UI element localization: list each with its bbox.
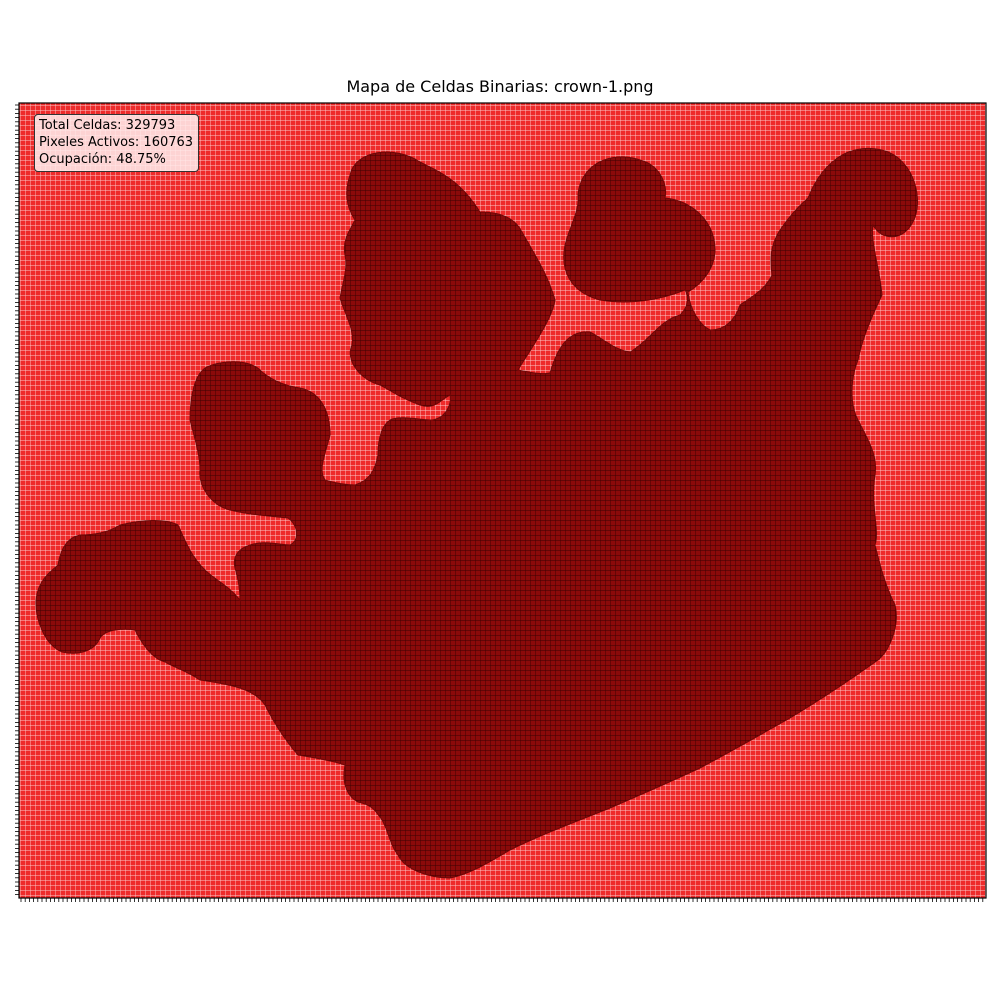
total-cells-text: Total Celdas: 329793 <box>39 118 176 133</box>
x-axis-ticks <box>20 898 984 902</box>
active-pixels-text: Pixeles Activos: 160763 <box>39 135 194 150</box>
stats-annotation-box: Total Celdas: 329793 Pixeles Activos: 16… <box>34 114 200 172</box>
active-cells-region <box>35 147 918 879</box>
plot-frame <box>18 102 987 899</box>
occupancy-text: Ocupación: 48.75% <box>39 152 166 167</box>
y-axis-ticks <box>15 104 19 895</box>
chart-title: Mapa de Celdas Binarias: crown-1.png <box>346 77 654 96</box>
